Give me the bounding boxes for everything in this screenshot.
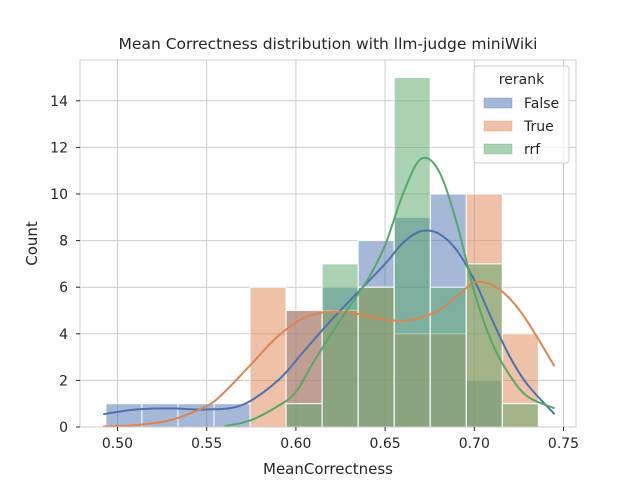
- legend-swatch-rrf: [483, 143, 513, 155]
- kde-line-false: [103, 229, 556, 416]
- y-tick-label: 0: [59, 420, 68, 436]
- bar-true: [249, 286, 287, 428]
- y-tick-label: 10: [50, 187, 68, 203]
- x-tick-label: 0.65: [370, 436, 401, 452]
- x-tick-label: 0.55: [191, 436, 222, 452]
- bar-rrf: [285, 403, 323, 428]
- kde-line-rrf: [224, 156, 555, 428]
- bar-rrf: [357, 286, 395, 428]
- plot-frame: [79, 59, 577, 428]
- kde-line-true: [103, 280, 556, 428]
- y-axis-ticks: 0 2 4 6 8 10 12 14: [50, 94, 80, 436]
- y-tick-label: 12: [50, 140, 68, 156]
- legend-label-rrf: rrf: [524, 142, 541, 158]
- legend-swatch-false: [483, 97, 513, 109]
- x-tick-label: 0.70: [459, 436, 490, 452]
- y-tick-label: 6: [59, 280, 68, 296]
- legend-label-false: False: [524, 96, 559, 112]
- histogram-bars: [105, 76, 539, 428]
- x-axis-ticks: 0.50 0.55 0.60 0.65 0.70 0.75: [102, 427, 579, 452]
- y-axis-title: Count: [23, 221, 41, 266]
- bar-false: [105, 403, 143, 428]
- legend-swatch-true: [483, 120, 513, 132]
- y-tick-label: 4: [59, 327, 68, 343]
- bar-rrf: [429, 286, 467, 428]
- y-tick-label: 14: [50, 94, 68, 110]
- bar-rrf: [501, 403, 539, 428]
- kde-curves: [103, 156, 556, 428]
- legend-box: [473, 65, 570, 164]
- bar-rrf: [393, 76, 431, 428]
- y-tick-label: 2: [59, 373, 68, 389]
- x-axis-title: MeanCorrectness: [263, 460, 393, 478]
- bar-rrf: [321, 263, 359, 428]
- x-tick-label: 0.75: [548, 436, 579, 452]
- legend-title: rerank: [499, 72, 545, 88]
- legend-label-true: True: [523, 119, 554, 135]
- legend: rerank False True rrf: [473, 65, 570, 164]
- x-tick-label: 0.60: [280, 436, 311, 452]
- x-tick-label: 0.50: [102, 436, 133, 452]
- legend-entries: False True rrf: [483, 96, 559, 158]
- chart-title: Mean Correctness distribution with llm-j…: [119, 35, 538, 53]
- y-tick-label: 8: [59, 234, 68, 250]
